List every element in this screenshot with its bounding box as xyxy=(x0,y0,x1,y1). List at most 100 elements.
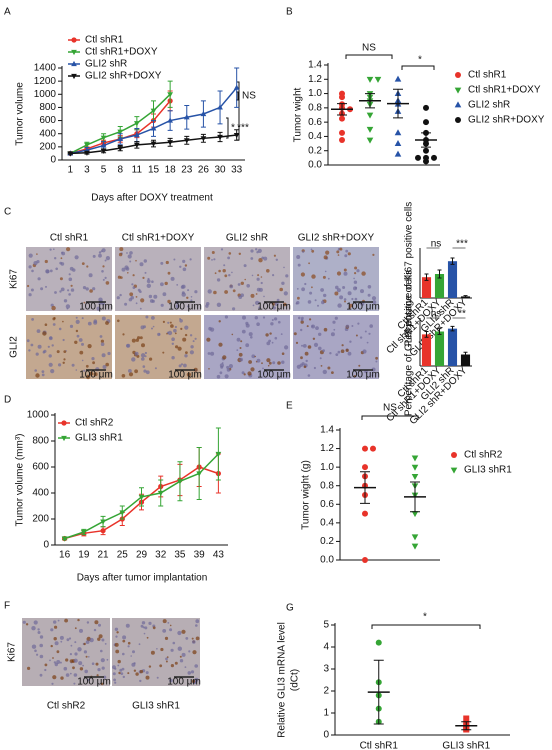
cell xyxy=(85,640,90,644)
cell xyxy=(160,303,164,307)
cell xyxy=(31,626,36,631)
y-tick-label: 1200 xyxy=(34,76,57,87)
cell xyxy=(337,303,342,308)
marker xyxy=(215,451,222,458)
micrograph xyxy=(293,247,379,311)
cell xyxy=(261,256,265,260)
cell xyxy=(260,276,263,278)
cell xyxy=(274,336,278,340)
y-tick-label: 1.0 xyxy=(320,462,334,473)
cell xyxy=(68,637,72,640)
cell xyxy=(126,252,128,254)
cell xyxy=(366,341,369,344)
marker xyxy=(362,510,368,517)
cell xyxy=(182,259,186,263)
cell xyxy=(119,668,123,672)
cell xyxy=(92,254,96,258)
cell xyxy=(137,336,141,340)
cell xyxy=(183,363,187,368)
cell xyxy=(164,636,169,641)
cell xyxy=(30,343,34,347)
cell xyxy=(160,647,164,652)
cell xyxy=(177,630,182,636)
marker xyxy=(394,75,402,82)
cell xyxy=(256,358,261,363)
cell xyxy=(332,320,336,324)
cell xyxy=(122,652,125,656)
cell xyxy=(121,374,126,378)
cell xyxy=(81,317,84,320)
cell xyxy=(167,321,170,324)
marker xyxy=(339,129,345,136)
marker xyxy=(394,150,402,157)
cell xyxy=(293,332,297,336)
cell xyxy=(311,324,315,329)
cell xyxy=(131,338,136,343)
cell xyxy=(139,336,143,340)
cell xyxy=(74,627,77,630)
cell xyxy=(184,333,188,337)
cell xyxy=(298,316,301,320)
legend-label: GLI2 shR xyxy=(468,100,510,111)
cell xyxy=(48,354,52,358)
cell xyxy=(300,318,304,322)
cell xyxy=(313,342,319,347)
x-tick-label: 25 xyxy=(117,550,129,561)
marker xyxy=(423,119,429,126)
cell xyxy=(360,289,364,294)
cell xyxy=(228,274,231,277)
cell xyxy=(372,253,375,256)
legend-label: Ctl shR1 xyxy=(85,35,124,46)
cell xyxy=(320,288,324,292)
cell xyxy=(347,351,352,356)
cell xyxy=(354,286,358,290)
cell xyxy=(258,301,261,304)
cell xyxy=(280,333,283,335)
cell xyxy=(159,664,163,668)
y-tick-label: 0.6 xyxy=(320,499,334,510)
cell xyxy=(74,641,77,644)
marker xyxy=(117,146,124,152)
cell xyxy=(262,367,264,370)
cell xyxy=(335,285,339,290)
cell xyxy=(118,671,121,675)
scale-bar-label: 100 μm xyxy=(346,302,380,313)
cell xyxy=(57,619,60,622)
cell xyxy=(261,362,263,365)
cell xyxy=(186,372,191,377)
cell xyxy=(226,368,231,372)
cell xyxy=(300,328,303,332)
cell xyxy=(274,317,278,321)
cell xyxy=(254,316,258,320)
cell xyxy=(75,329,79,333)
cell xyxy=(224,290,229,294)
legend-label: Ctl shR1 xyxy=(468,70,507,81)
cell xyxy=(40,287,44,291)
y-tick-label: 0 xyxy=(323,730,329,741)
cell xyxy=(62,338,65,342)
cell xyxy=(342,286,346,289)
marker xyxy=(196,471,203,477)
cell xyxy=(309,291,313,295)
cell xyxy=(69,672,72,675)
cell xyxy=(162,320,165,323)
cell xyxy=(303,365,307,369)
cell xyxy=(53,620,57,624)
cell xyxy=(134,369,139,374)
micrograph xyxy=(112,618,200,686)
x-tick-label: 18 xyxy=(165,165,177,176)
x-tick-label: 5 xyxy=(101,165,107,176)
y-axis-label: Tumor wight (g) xyxy=(301,460,312,530)
cell xyxy=(130,655,132,657)
cell xyxy=(102,365,107,369)
marker xyxy=(366,126,374,133)
cell xyxy=(49,269,53,273)
cell xyxy=(181,652,186,657)
cell xyxy=(207,289,212,294)
marker xyxy=(61,536,68,542)
cell xyxy=(120,672,124,675)
cell xyxy=(100,250,103,253)
cell xyxy=(258,306,261,309)
cell xyxy=(337,350,341,354)
cell xyxy=(184,325,189,330)
